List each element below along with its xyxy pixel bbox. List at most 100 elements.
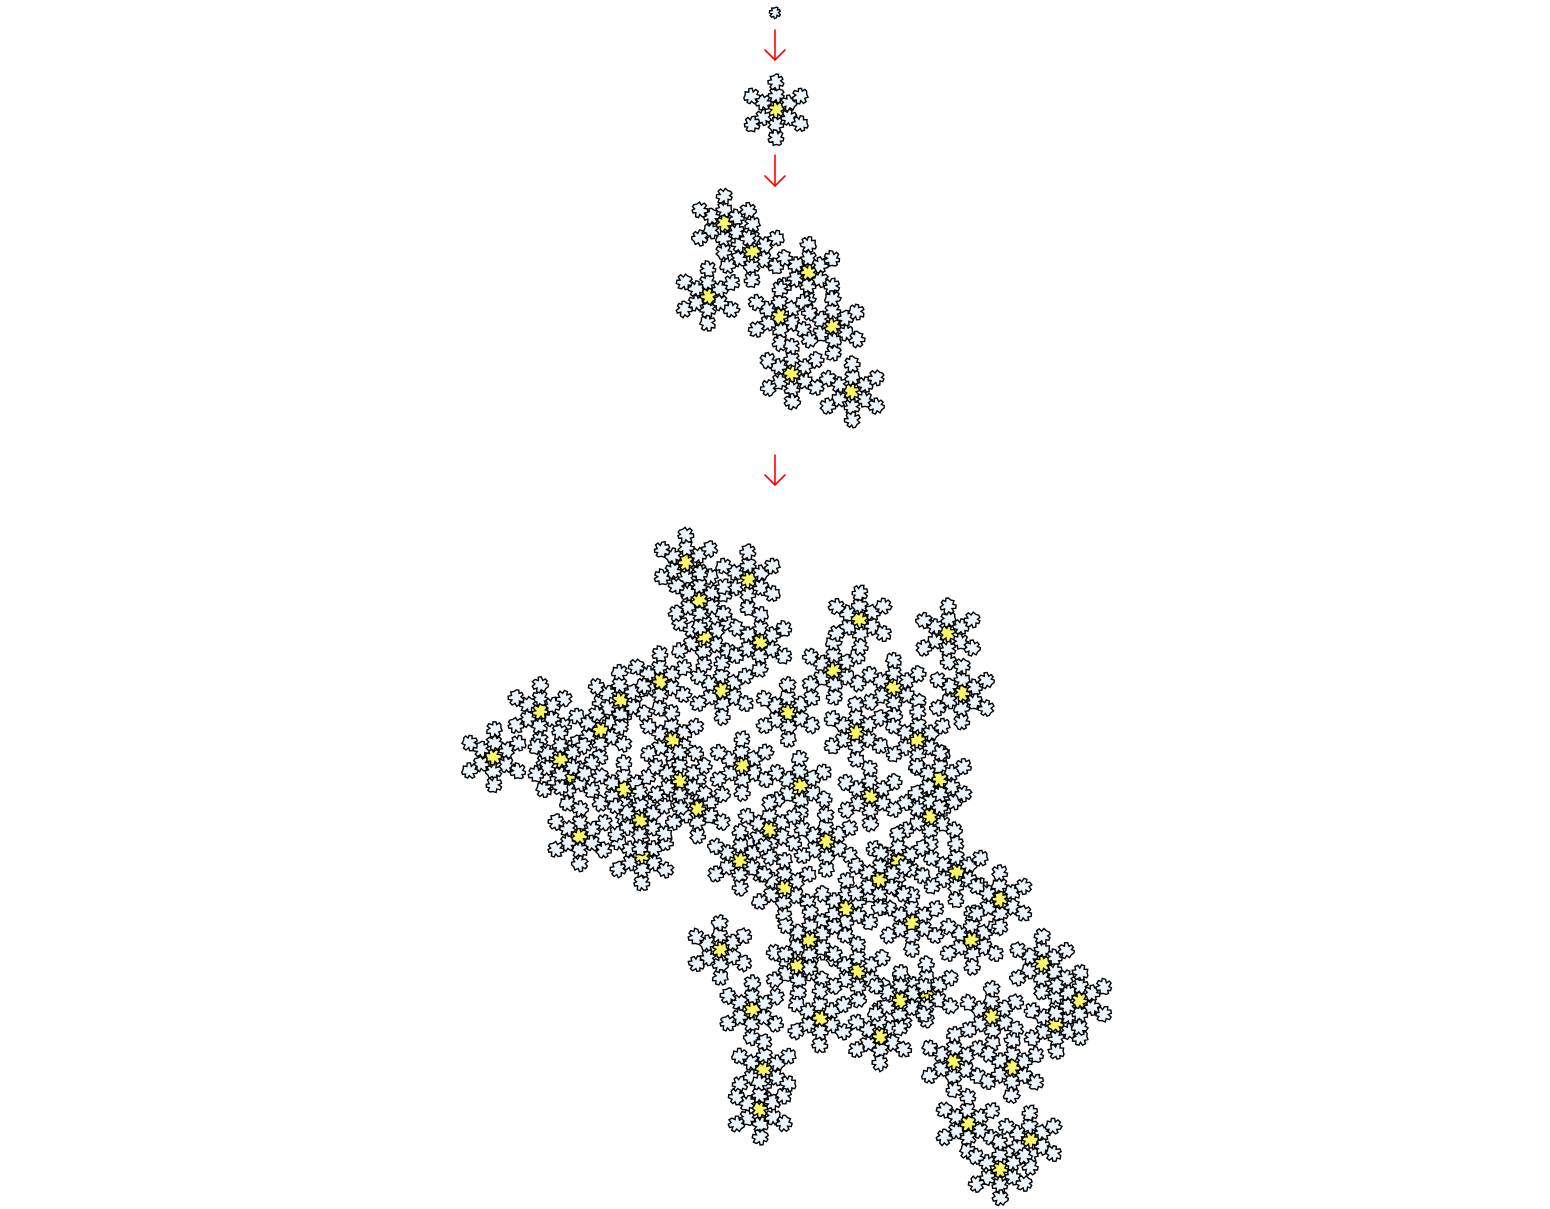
tile (725, 687, 744, 707)
highlighted-tile (931, 770, 949, 788)
tile (750, 660, 770, 678)
tile (947, 835, 965, 854)
tile (903, 998, 921, 1017)
tile (913, 839, 931, 858)
tile (1044, 1144, 1062, 1162)
arrow-down-icon (764, 29, 786, 62)
tile (1014, 904, 1033, 922)
highlighted-tile (842, 383, 861, 401)
tile (575, 737, 593, 756)
tile (861, 665, 879, 684)
tile (775, 249, 794, 268)
tile (690, 618, 709, 636)
tile (945, 821, 964, 839)
tile (867, 369, 885, 387)
tile (815, 790, 833, 809)
tile (800, 945, 820, 964)
highlighted-tile (770, 307, 789, 326)
tile (847, 857, 865, 876)
tile (814, 763, 832, 781)
tile (719, 257, 738, 275)
tile (872, 737, 889, 755)
tile (759, 351, 777, 370)
tile (923, 877, 941, 895)
tile (1008, 969, 1028, 987)
tile (895, 857, 913, 876)
tile (767, 115, 785, 134)
tile (768, 6, 782, 20)
tile (706, 865, 725, 883)
tile (739, 201, 758, 220)
tile (952, 699, 972, 717)
tile (767, 257, 785, 275)
tile (714, 605, 734, 623)
tile (871, 1054, 889, 1073)
tile (591, 767, 610, 785)
tile (931, 798, 949, 816)
tile (780, 108, 798, 127)
tile (851, 584, 869, 602)
tile (691, 563, 709, 582)
stage-level-0 (768, 6, 782, 20)
tile (534, 780, 553, 799)
tile (633, 874, 651, 892)
tile (758, 314, 777, 332)
tile (990, 864, 1009, 882)
tile (962, 916, 981, 935)
tile (695, 757, 713, 776)
highlighted-tile (921, 807, 940, 826)
tile (1023, 1028, 1041, 1047)
tile (885, 745, 903, 763)
highlighted-tile (760, 821, 779, 839)
highlighted-tile (699, 287, 718, 306)
tile (610, 663, 630, 682)
tile (665, 813, 684, 831)
tile (847, 884, 865, 902)
highlighted-tile (847, 723, 865, 741)
tile (787, 1022, 805, 1041)
tile (764, 557, 782, 575)
stage-level-3 (460, 526, 1113, 1207)
tile (755, 1033, 773, 1052)
tile (915, 1004, 933, 1023)
tile (695, 784, 713, 803)
tile (615, 753, 633, 772)
tile (866, 1005, 886, 1023)
highlighted-tile (944, 1053, 963, 1071)
tile (509, 762, 527, 780)
tile (779, 1075, 797, 1093)
tile (847, 750, 865, 768)
tile (686, 744, 705, 762)
tile (634, 677, 652, 695)
tile (486, 720, 504, 738)
highlighted-tile (959, 1114, 977, 1133)
tile (751, 1128, 770, 1146)
tile (848, 935, 867, 953)
tile (799, 235, 817, 253)
tile (825, 917, 844, 936)
tile (595, 813, 613, 832)
tile (939, 652, 957, 671)
tile (653, 540, 671, 559)
tile (848, 1041, 866, 1059)
tile (776, 945, 796, 963)
tile (871, 709, 889, 728)
tile (790, 749, 810, 767)
tile (719, 987, 737, 1006)
tile (508, 734, 527, 752)
tile (1033, 927, 1052, 945)
tile (497, 755, 515, 774)
tile (743, 87, 762, 105)
tile (739, 543, 757, 562)
tile (823, 289, 843, 307)
tile (823, 277, 841, 295)
tile (843, 398, 861, 416)
tile (894, 885, 913, 903)
tile (861, 814, 880, 833)
tile (507, 689, 525, 708)
highlighted-tile (779, 703, 797, 721)
tile (934, 717, 951, 735)
tile (711, 969, 729, 986)
highlighted-tile (570, 827, 589, 845)
tile (607, 825, 625, 843)
